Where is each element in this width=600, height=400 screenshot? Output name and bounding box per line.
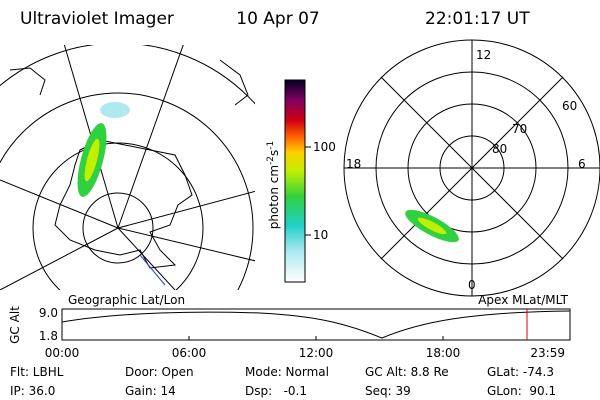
x-tick-label: 23:59 [530,346,565,360]
panel-label: Apex MLat/MLT [478,293,568,307]
axis-label: GC Alt [8,306,22,344]
colorbar-tick: 10 [313,228,328,242]
panel-label: Geographic Lat/Lon [68,293,185,307]
x-tick-label: 18:00 [426,346,461,360]
lat-label: 70 [512,122,527,136]
status-field: IP: 36.0 [10,384,55,398]
mlt-label: 6 [578,157,586,171]
x-tick-label: 06:00 [172,346,207,360]
geo-map [0,45,255,290]
status-field: Flt: LBHL [10,365,64,379]
colorbar-label: photon cm-2s-1 [266,141,281,230]
status-field: Door: Open [125,365,194,379]
status-field: GC Alt: 8.8 Re [365,365,449,379]
status-field: GLat: -74.3 [487,365,554,379]
polar-plot [343,39,600,297]
x-tick-label: 00:00 [45,346,80,360]
date: 10 Apr 07 [236,9,319,29]
mlt-label: 0 [468,278,476,292]
colorbar [284,79,306,283]
status-field: GLon: 90.1 [487,384,556,398]
y-tick-label: 9.0 [39,306,58,320]
title: Ultraviolet Imager [20,9,174,29]
status-field: Seq: 39 [365,384,411,398]
status-field: Gain: 14 [125,384,176,398]
lat-label: 80 [492,142,507,156]
mlt-label: 18 [346,157,361,171]
colorbar-tick: 100 [313,140,336,154]
mlt-label: 12 [476,48,491,62]
time: 22:01:17 UT [425,9,530,29]
status-field: Mode: Normal [245,365,329,379]
y-tick-label: 1.8 [39,329,58,343]
altitude-curve [61,310,571,339]
status-field: Dsp: -0.1 [245,384,307,398]
lat-label: 60 [562,99,577,113]
x-tick-label: 12:00 [299,346,334,360]
